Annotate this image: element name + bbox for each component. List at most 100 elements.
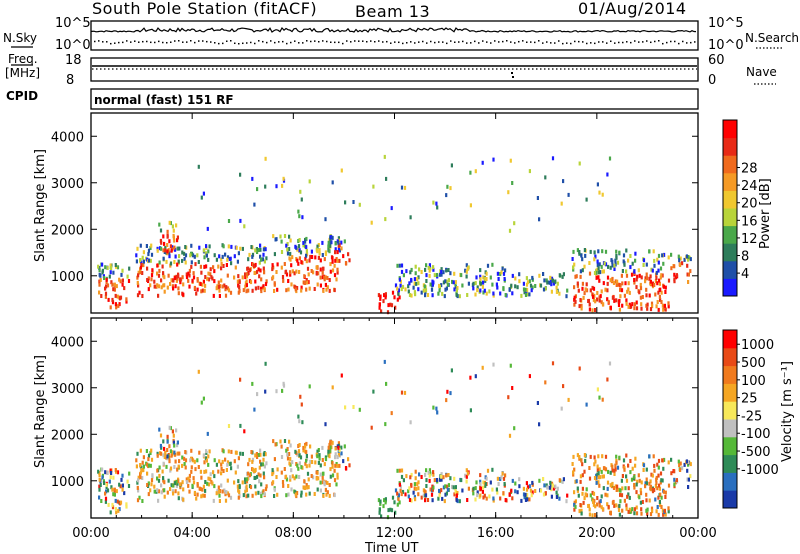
power-cell xyxy=(627,281,630,286)
velocity-cell xyxy=(687,485,690,489)
velocity-cell xyxy=(482,495,485,500)
power-cell xyxy=(593,293,596,298)
velocity-cell xyxy=(460,478,463,483)
power-cell xyxy=(264,247,267,252)
power-cell xyxy=(390,303,394,308)
power-cell xyxy=(465,263,468,268)
power-cell xyxy=(617,282,620,287)
velocity-cell xyxy=(608,361,612,366)
power-cell xyxy=(442,280,445,285)
velocity-cell xyxy=(279,439,282,444)
velocity-cell xyxy=(664,495,667,499)
velocity-cell xyxy=(511,386,514,390)
power-cell xyxy=(183,251,186,256)
power-cell xyxy=(566,288,569,293)
power-cell xyxy=(303,274,306,279)
velocity-cell xyxy=(438,488,441,493)
velocity-cell xyxy=(393,500,396,505)
power-cell xyxy=(166,229,169,234)
velocity-cell xyxy=(281,480,285,484)
power-cell xyxy=(588,307,591,312)
power-cell xyxy=(659,266,663,271)
power-cell xyxy=(440,267,443,272)
power-cell xyxy=(578,304,581,309)
power-cell xyxy=(396,263,399,268)
velocity-cell xyxy=(190,469,193,474)
power-cell xyxy=(589,288,592,293)
velocity-cell xyxy=(629,470,632,475)
search-noise-point xyxy=(366,40,368,43)
velocity-cell xyxy=(183,462,186,466)
power-cell xyxy=(596,291,599,295)
velocity-cell xyxy=(579,503,582,507)
power-cell xyxy=(635,300,638,305)
power-cell xyxy=(298,248,301,253)
velocity-cell xyxy=(585,487,588,492)
power-cell xyxy=(109,270,112,275)
velocity-cell xyxy=(235,450,238,455)
velocity-cell xyxy=(578,509,581,514)
velocity-cell xyxy=(174,489,177,494)
power-cell xyxy=(525,276,528,281)
velocity-cell xyxy=(212,498,215,503)
velocity-cell xyxy=(576,453,579,458)
power-cell xyxy=(101,270,104,275)
power-cell xyxy=(280,265,283,270)
velocity-cell xyxy=(118,507,121,512)
power-cell xyxy=(149,283,152,288)
power-cell xyxy=(687,255,690,259)
search-noise-point xyxy=(686,42,688,44)
velocity-cell xyxy=(622,458,626,463)
power-cell xyxy=(516,285,519,290)
velocity-cell xyxy=(352,405,355,409)
velocity-cell xyxy=(168,425,171,430)
power-cell xyxy=(550,289,553,294)
search-noise-point xyxy=(194,41,196,44)
velocity-cell xyxy=(465,468,468,473)
velocity-cell xyxy=(259,452,262,457)
power-cell xyxy=(584,253,587,258)
power-cell xyxy=(675,273,678,278)
power-cell xyxy=(585,288,589,293)
power-cell xyxy=(648,276,651,281)
search-noise-point xyxy=(238,42,240,45)
velocity-cell xyxy=(466,498,469,502)
velocity-cell xyxy=(262,471,265,476)
velocity-cell xyxy=(628,507,631,512)
power-cell xyxy=(275,184,278,189)
power-cell xyxy=(230,261,233,266)
power-cell xyxy=(687,272,690,277)
search-noise-point xyxy=(426,42,428,44)
velocity-cell xyxy=(681,466,684,471)
power-cell xyxy=(663,303,666,308)
velocity-cell xyxy=(566,493,569,498)
power-cell xyxy=(172,286,175,291)
power-cell xyxy=(596,297,599,302)
power-cell xyxy=(202,279,205,284)
velocity-cell xyxy=(174,452,177,457)
noise-panel: N.Sky N.Search 10^5 10^0 10^5 10^0 xyxy=(3,16,799,53)
power-cell xyxy=(243,224,246,229)
velocity-cell xyxy=(329,474,332,479)
velocity-cell xyxy=(380,514,383,519)
velocity-cell xyxy=(451,484,454,489)
power-cell xyxy=(113,282,116,287)
velocity-cell xyxy=(156,476,159,481)
power-cell xyxy=(418,267,421,272)
power-cell xyxy=(424,267,427,272)
velocity-cell xyxy=(633,483,636,487)
power-cell xyxy=(195,291,198,296)
power-cell xyxy=(218,254,221,259)
velocity-cell xyxy=(578,366,581,371)
power-cell xyxy=(618,298,621,303)
power-cell xyxy=(664,285,667,290)
power-cell xyxy=(522,287,526,292)
power-cell xyxy=(645,293,648,298)
velocity-cell xyxy=(173,481,176,486)
power-cell xyxy=(461,283,464,288)
power-cell xyxy=(239,172,242,177)
power-cell xyxy=(344,261,348,265)
velocity-cell xyxy=(255,452,258,456)
colorbar-swatch xyxy=(723,347,737,367)
velocity-cell xyxy=(184,465,187,470)
